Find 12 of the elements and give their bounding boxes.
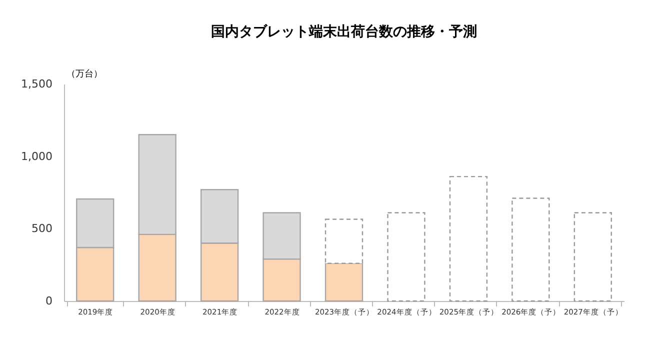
y-tick-label: 500 <box>32 222 52 236</box>
bar <box>449 176 488 302</box>
y-tick-label: 1,500 <box>21 78 52 90</box>
y-tick-label: 0 <box>46 294 52 308</box>
y-tick-label: 1,000 <box>21 150 52 163</box>
bar <box>387 212 426 302</box>
bar <box>324 218 364 264</box>
y-axis-title: （万台） <box>66 68 102 80</box>
bar <box>324 262 364 302</box>
bar <box>574 212 612 302</box>
chart-title: 国内タブレット端末出荷台数の推移・予測 <box>211 23 477 40</box>
bar <box>512 198 550 302</box>
